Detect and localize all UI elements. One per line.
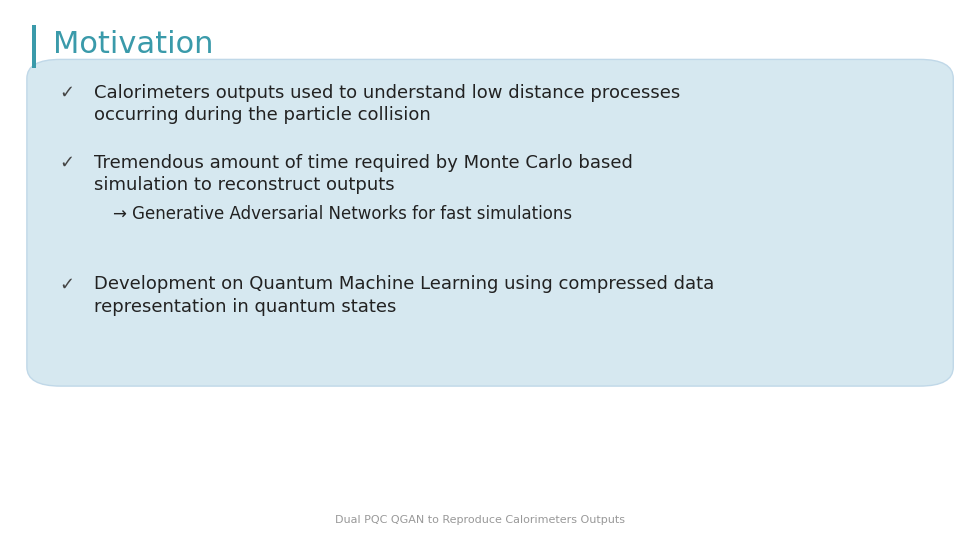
FancyBboxPatch shape: [32, 25, 36, 68]
Text: Tremendous amount of time required by Monte Carlo based
simulation to reconstruc: Tremendous amount of time required by Mo…: [94, 154, 633, 194]
Text: Calorimeters outputs used to understand low distance processes
occurring during : Calorimeters outputs used to understand …: [94, 84, 681, 124]
Text: Dual PQC QGAN to Reproduce Calorimeters Outputs: Dual PQC QGAN to Reproduce Calorimeters …: [335, 515, 625, 525]
Text: Motivation: Motivation: [53, 30, 213, 59]
Text: → Generative Adversarial Networks for fast simulations: → Generative Adversarial Networks for fa…: [113, 205, 572, 223]
FancyBboxPatch shape: [27, 59, 953, 386]
Text: Development on Quantum Machine Learning using compressed data
representation in : Development on Quantum Machine Learning …: [94, 275, 714, 315]
Text: ✓: ✓: [60, 154, 75, 172]
Text: ✓: ✓: [60, 275, 75, 293]
Text: ✓: ✓: [60, 84, 75, 102]
